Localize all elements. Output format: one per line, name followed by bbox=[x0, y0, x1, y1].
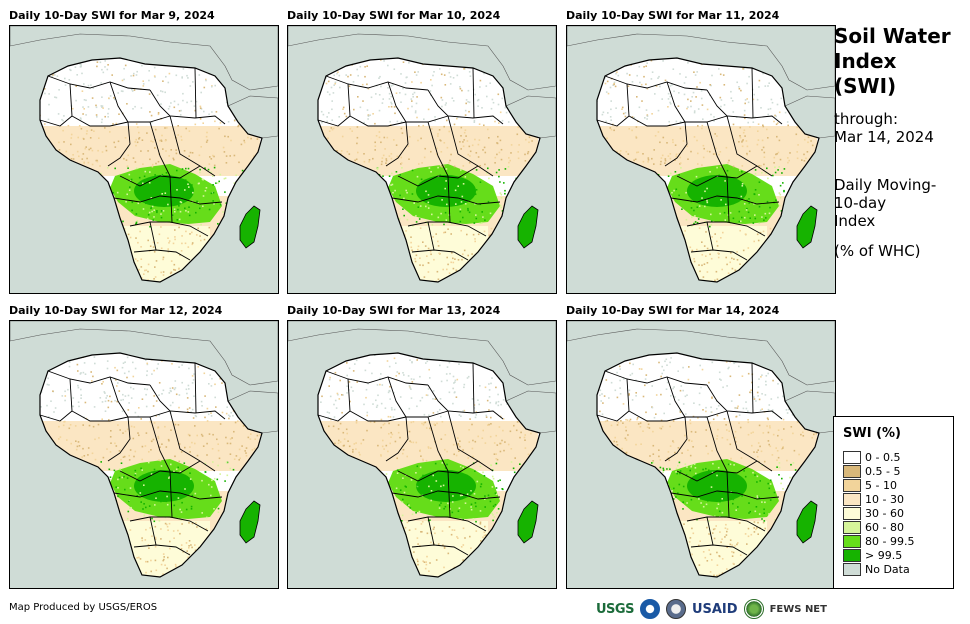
noaa-logo-icon bbox=[639, 599, 660, 619]
panel-title: Daily 10-Day SWI for Mar 13, 2024 bbox=[287, 304, 501, 317]
panel-title: Daily 10-Day SWI for Mar 11, 2024 bbox=[566, 9, 780, 22]
unit-label: (% of WHC) bbox=[834, 242, 921, 260]
swi-map bbox=[9, 25, 279, 294]
legend-swatch bbox=[843, 507, 861, 520]
swi-map bbox=[566, 25, 836, 294]
legend-label: 5 - 10 bbox=[865, 479, 897, 492]
legend-swatch bbox=[843, 465, 861, 478]
legend-swatch bbox=[843, 493, 861, 506]
fews-net-logo: FEWS NET bbox=[769, 603, 827, 615]
through-block: through: Mar 14, 2024 bbox=[834, 110, 964, 146]
swi-map bbox=[287, 320, 557, 589]
legend-title: SWI (%) bbox=[843, 426, 901, 441]
usgs-logo: USGS bbox=[596, 601, 634, 617]
legend-label: 80 - 99.5 bbox=[865, 535, 915, 548]
legend-swatch bbox=[843, 535, 861, 548]
legend-swatch bbox=[843, 479, 861, 492]
legend-label: > 99.5 bbox=[865, 549, 903, 562]
legend-label: 30 - 60 bbox=[865, 507, 904, 520]
desc-line: 10-day bbox=[834, 194, 887, 212]
description-block: Daily Moving- 10-day Index bbox=[834, 176, 964, 230]
legend-label: 0.5 - 5 bbox=[865, 465, 901, 478]
desc-line: Daily Moving- bbox=[834, 176, 937, 194]
legend-swatch bbox=[843, 549, 861, 562]
legend-label: No Data bbox=[865, 563, 910, 576]
legend: SWI (%) 0 - 0.5 0.5 - 5 5 - 10 10 - 30 3… bbox=[833, 416, 954, 589]
legend-label: 10 - 30 bbox=[865, 493, 904, 506]
main-title: Soil Water Index (SWI) bbox=[834, 24, 964, 99]
swi-map bbox=[9, 320, 279, 589]
panel-title: Daily 10-Day SWI for Mar 10, 2024 bbox=[287, 9, 501, 22]
agency-logos: USGS USAID FEWS NET bbox=[596, 597, 827, 621]
through-label: through: bbox=[834, 110, 898, 128]
title-line: Index bbox=[834, 49, 897, 73]
title-line: Soil Water bbox=[834, 24, 951, 48]
legend-label: 0 - 0.5 bbox=[865, 451, 901, 464]
title-line: (SWI) bbox=[834, 74, 897, 98]
panel-title: Daily 10-Day SWI for Mar 12, 2024 bbox=[9, 304, 223, 317]
desc-line: Index bbox=[834, 212, 876, 230]
legend-swatch bbox=[843, 451, 861, 464]
swi-map bbox=[287, 25, 557, 294]
through-date: Mar 14, 2024 bbox=[834, 128, 934, 146]
fews-globe-icon bbox=[743, 599, 764, 619]
usaid-logo: USAID bbox=[691, 601, 738, 617]
legend-swatch bbox=[843, 563, 861, 576]
credit-text: Map Produced by USGS/EROS bbox=[9, 602, 158, 613]
legend-label: 60 - 80 bbox=[865, 521, 904, 534]
panel-title: Daily 10-Day SWI for Mar 14, 2024 bbox=[566, 304, 780, 317]
legend-swatch bbox=[843, 521, 861, 534]
usda-seal-icon bbox=[665, 599, 686, 619]
panel-title: Daily 10-Day SWI for Mar 9, 2024 bbox=[9, 9, 215, 22]
swi-map bbox=[566, 320, 836, 589]
